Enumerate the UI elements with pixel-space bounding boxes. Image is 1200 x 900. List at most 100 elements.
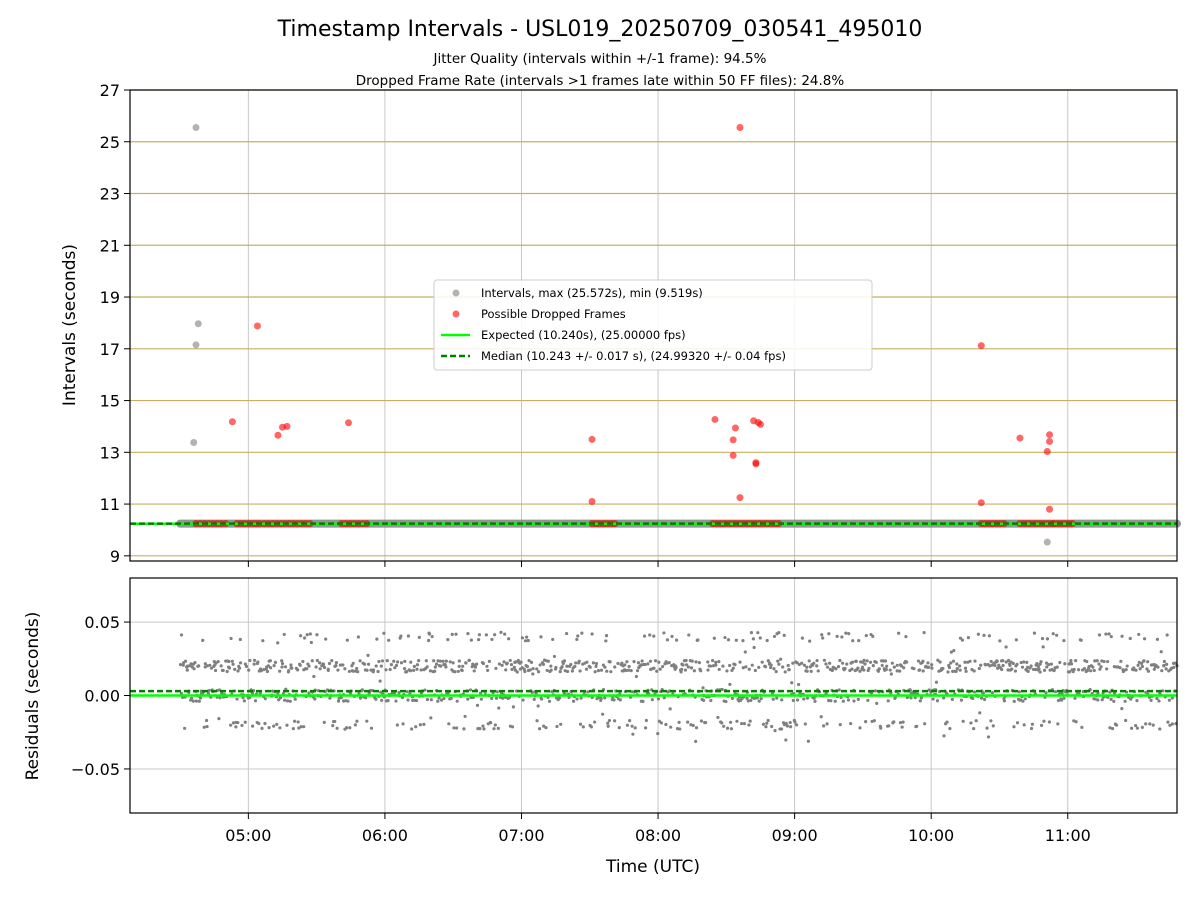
residual-point xyxy=(590,632,594,636)
residual-point xyxy=(636,661,641,665)
residual-point xyxy=(998,639,1002,643)
residual-point xyxy=(453,670,457,674)
legend-dropped-label: Possible Dropped Frames xyxy=(481,307,626,321)
residual-point xyxy=(987,634,991,638)
residual-point xyxy=(292,719,297,723)
residual-point xyxy=(838,723,842,727)
residual-point xyxy=(472,669,476,673)
residual-point xyxy=(895,669,899,673)
residual-point xyxy=(528,668,532,672)
residual-point xyxy=(321,662,326,667)
residual-point xyxy=(1156,665,1160,669)
residual-point xyxy=(565,669,570,674)
residual-point xyxy=(262,668,266,672)
residual-point xyxy=(714,660,718,664)
residual-point xyxy=(345,638,349,642)
residual-point xyxy=(981,691,986,695)
residual-point xyxy=(305,667,309,671)
residual-point xyxy=(461,664,465,668)
residual-point xyxy=(1118,666,1122,670)
residual-point xyxy=(942,734,946,738)
residual-point xyxy=(432,659,436,663)
residual-point xyxy=(627,664,631,669)
residual-point xyxy=(802,663,807,667)
residual-point xyxy=(444,659,448,663)
dropped-frame-point xyxy=(253,322,261,330)
residual-point xyxy=(1013,669,1018,673)
residual-point xyxy=(1134,668,1138,672)
dropped-frame-point xyxy=(736,494,744,502)
legend-expected-label: Expected (10.240s), (25.00000 fps) xyxy=(481,328,686,342)
residual-point xyxy=(394,663,399,668)
residual-point xyxy=(921,659,925,663)
residual-point xyxy=(661,664,665,669)
residual-point xyxy=(193,660,197,665)
residual-point xyxy=(865,659,869,663)
residual-point xyxy=(439,698,444,702)
residual-point xyxy=(648,633,652,637)
residual-point xyxy=(335,726,339,730)
residual-point xyxy=(681,663,685,667)
residual-point xyxy=(653,659,658,663)
residual-point xyxy=(652,666,656,670)
residual-point xyxy=(1093,659,1097,663)
residual-point xyxy=(495,690,499,694)
residual-point xyxy=(769,665,773,670)
residual-point xyxy=(890,661,894,665)
residual-point xyxy=(209,666,214,670)
residual-point xyxy=(879,726,883,730)
residual-point xyxy=(202,725,206,729)
residual-point xyxy=(550,690,554,694)
dropped-frame-point xyxy=(1046,431,1054,439)
residual-point xyxy=(312,674,316,679)
residual-point xyxy=(299,725,303,729)
residual-point xyxy=(333,719,337,724)
residual-point xyxy=(227,666,232,670)
residual-point xyxy=(399,634,403,638)
residual-point xyxy=(1017,690,1021,694)
residual-point xyxy=(536,704,540,708)
residual-point xyxy=(197,699,201,703)
residual-point xyxy=(665,638,670,642)
dropped-frame-point xyxy=(729,436,737,444)
residual-point xyxy=(1109,697,1113,701)
residual-point xyxy=(417,659,421,663)
residual-point xyxy=(959,698,964,702)
residual-point xyxy=(525,635,529,639)
residual-point xyxy=(862,658,866,662)
residual-point xyxy=(797,662,801,667)
x-axis-label: Time (UTC) xyxy=(605,857,700,877)
residual-point xyxy=(287,669,291,673)
residual-point xyxy=(1000,667,1004,672)
residual-point xyxy=(1022,723,1026,727)
residual-point xyxy=(954,669,958,674)
residual-point xyxy=(921,669,925,673)
residual-point xyxy=(608,660,612,664)
residual-point xyxy=(374,664,378,668)
interval-point xyxy=(190,438,198,446)
residual-point xyxy=(501,696,505,700)
residual-point xyxy=(775,696,779,700)
residual-point xyxy=(529,660,534,664)
dropped-frame-point xyxy=(756,420,764,428)
intervals-y-tick-label: 17 xyxy=(100,340,120,359)
residual-point xyxy=(1132,666,1136,670)
residual-point xyxy=(764,725,768,729)
residual-point xyxy=(1047,720,1051,724)
residual-point xyxy=(708,664,713,668)
residual-point xyxy=(419,668,423,672)
residual-point xyxy=(492,727,496,731)
residual-point xyxy=(919,696,923,700)
residual-point xyxy=(1144,690,1148,694)
residual-point xyxy=(511,705,516,709)
residual-point xyxy=(418,723,422,727)
residual-point xyxy=(1012,699,1016,703)
residual-point xyxy=(525,665,530,669)
residual-point xyxy=(1125,664,1129,668)
intervals-y-tick-label: 11 xyxy=(100,495,120,514)
residual-point xyxy=(977,666,981,671)
residual-point xyxy=(234,725,238,729)
residual-point xyxy=(909,696,913,700)
residual-point xyxy=(979,663,983,667)
x-tick-label: 08:00 xyxy=(635,826,681,845)
